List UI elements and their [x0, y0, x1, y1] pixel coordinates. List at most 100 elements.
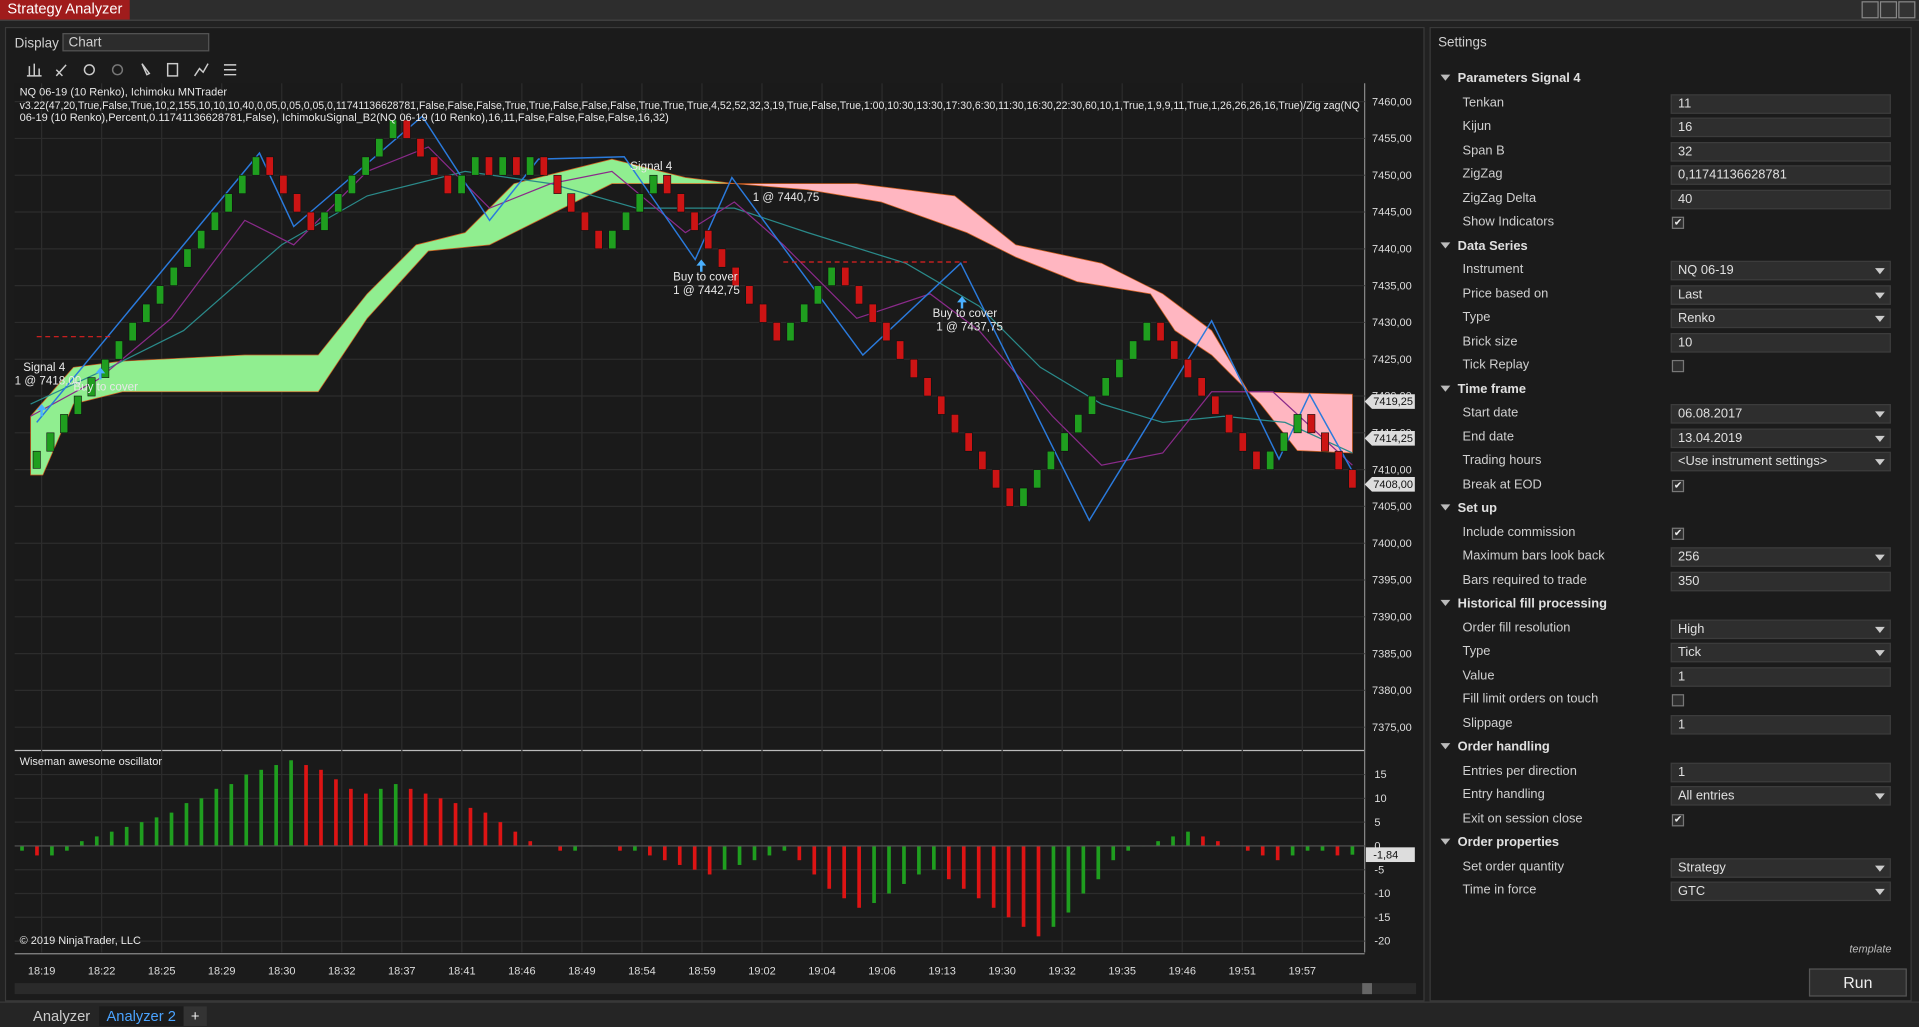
chart-header: v3.22(47,20,True,False,True,10,2,155,10,…	[20, 100, 1361, 112]
renko-brick	[430, 156, 439, 176]
setting-label: Exit on session close	[1462, 811, 1583, 826]
renko-brick	[1321, 432, 1329, 452]
renko-brick	[608, 230, 617, 250]
oscillator-bar	[304, 765, 308, 846]
dropdown[interactable]: 13.04.2019	[1670, 427, 1891, 448]
renko-brick	[676, 193, 685, 213]
dropdown[interactable]: <Use instrument settings>	[1670, 451, 1891, 472]
properties-icon[interactable]	[166, 62, 179, 77]
renko-brick	[101, 358, 110, 378]
text-input[interactable]: 40	[1670, 189, 1891, 209]
pointer-icon[interactable]	[141, 63, 151, 76]
dropdown[interactable]: Last	[1670, 284, 1891, 305]
text-input[interactable]: 1	[1670, 762, 1891, 782]
close-button[interactable]	[1898, 1, 1916, 19]
trade-annotation: 1 @ 7440,75	[753, 191, 820, 204]
text-input[interactable]: 11	[1670, 93, 1891, 114]
text-input[interactable]: 0,11741136628781	[1670, 165, 1891, 185]
collapse-arrow[interactable]	[1440, 838, 1451, 845]
collapse-arrow[interactable]	[1440, 504, 1451, 511]
indicators-icon[interactable]	[193, 63, 209, 77]
renko-brick	[265, 156, 274, 176]
dropdown[interactable]: All entries	[1670, 786, 1891, 806]
oscillator-bar	[259, 769, 264, 846]
oscillator-bar	[812, 845, 817, 875]
checkbox[interactable]	[1671, 694, 1685, 707]
dropdown[interactable]: GTC	[1670, 881, 1891, 902]
trade-annotation: Buy to cover	[73, 381, 138, 394]
renko-brick	[978, 450, 987, 470]
add-tab[interactable]: +	[183, 1006, 207, 1026]
oscillator-bar	[1126, 845, 1131, 851]
maximize-button[interactable]	[1879, 1, 1898, 19]
text-input[interactable]: 32	[1670, 141, 1891, 161]
oscillator-panel	[14, 751, 1365, 953]
y-tick-label: 7400,00	[1372, 538, 1412, 550]
x-tick-label: 18:19	[28, 966, 56, 978]
settings-section[interactable]: Parameters Signal 4	[1431, 67, 1911, 91]
checkbox[interactable]	[1671, 359, 1685, 373]
scrollbar[interactable]	[14, 983, 1417, 995]
setting-label: Span B	[1462, 142, 1505, 158]
collapse-arrow[interactable]	[1440, 385, 1451, 392]
renko-brick	[1197, 377, 1206, 397]
bars-icon[interactable]	[26, 63, 42, 77]
price-marker-label: 7408,00	[1373, 479, 1413, 491]
setting-label: Fill limit orders on touch	[1462, 691, 1599, 707]
setting-label: Brick size	[1462, 333, 1518, 349]
settings-row: Set order quantity Strategy	[1431, 855, 1911, 879]
minimize-button[interactable]	[1861, 1, 1879, 19]
settings-section[interactable]: Order handling	[1431, 736, 1911, 760]
template-link[interactable]: template	[1849, 942, 1892, 955]
renko-brick	[553, 174, 562, 194]
dropdown[interactable]: Tick	[1670, 642, 1891, 663]
list-icon[interactable]	[223, 64, 237, 76]
settings-row: Maximum bars look back 256	[1431, 545, 1911, 569]
collapse-arrow[interactable]	[1440, 241, 1451, 248]
collapse-arrow[interactable]	[1440, 74, 1451, 81]
collapse-arrow[interactable]	[1440, 599, 1451, 607]
checkbox[interactable]: ✔	[1671, 813, 1685, 826]
settings-section[interactable]: Historical fill processing	[1431, 593, 1911, 617]
checkbox[interactable]: ✔	[1671, 479, 1685, 492]
renko-brick	[759, 303, 768, 323]
collapse-arrow[interactable]	[1440, 743, 1451, 750]
oscillator-bar	[1156, 841, 1160, 846]
dropdown[interactable]: Strategy	[1670, 857, 1891, 878]
settings-section[interactable]: Set up	[1431, 497, 1911, 521]
kijun-line	[30, 170, 1353, 454]
setting-label: Break at EOD	[1462, 476, 1542, 492]
zoom-out-icon[interactable]	[111, 64, 124, 76]
settings-section[interactable]: Order properties	[1431, 831, 1911, 855]
display-dropdown[interactable]: Chart	[62, 33, 210, 52]
renko-brick	[1142, 322, 1151, 342]
dropdown[interactable]: Renko	[1670, 308, 1891, 329]
zoom-in-icon[interactable]	[83, 64, 95, 76]
text-input[interactable]: 10	[1670, 332, 1891, 352]
renko-brick	[457, 174, 466, 194]
y-tick-label: 7395,00	[1372, 575, 1412, 587]
scrollbar-thumb[interactable]	[1362, 983, 1372, 995]
draw-icon[interactable]	[55, 64, 67, 77]
text-input[interactable]: 16	[1670, 117, 1891, 138]
y-tick-label: 10	[1374, 793, 1386, 805]
renko-brick	[60, 414, 69, 434]
text-input[interactable]: 1	[1670, 714, 1891, 734]
settings-section[interactable]: Time frame	[1431, 378, 1911, 402]
tab[interactable]: Analyzer	[33, 1007, 91, 1025]
dropdown[interactable]: NQ 06-19	[1670, 260, 1891, 281]
run-button[interactable]: Run	[1808, 968, 1907, 997]
setting-label: ZigZag Delta	[1462, 190, 1537, 206]
renko-brick	[539, 156, 548, 176]
checkbox[interactable]: ✔	[1671, 216, 1685, 229]
settings-row: Type Tick	[1431, 640, 1911, 664]
tab-active[interactable]: Analyzer 2	[99, 1006, 184, 1026]
checkbox[interactable]: ✔	[1671, 527, 1685, 540]
text-input[interactable]: 1	[1670, 666, 1891, 687]
text-input[interactable]: 350	[1670, 571, 1891, 591]
settings-section[interactable]: Data Series	[1431, 234, 1911, 258]
dropdown[interactable]: 256	[1670, 547, 1891, 567]
dropdown[interactable]: 06.08.2017	[1670, 404, 1891, 424]
dropdown[interactable]: High	[1670, 618, 1891, 639]
